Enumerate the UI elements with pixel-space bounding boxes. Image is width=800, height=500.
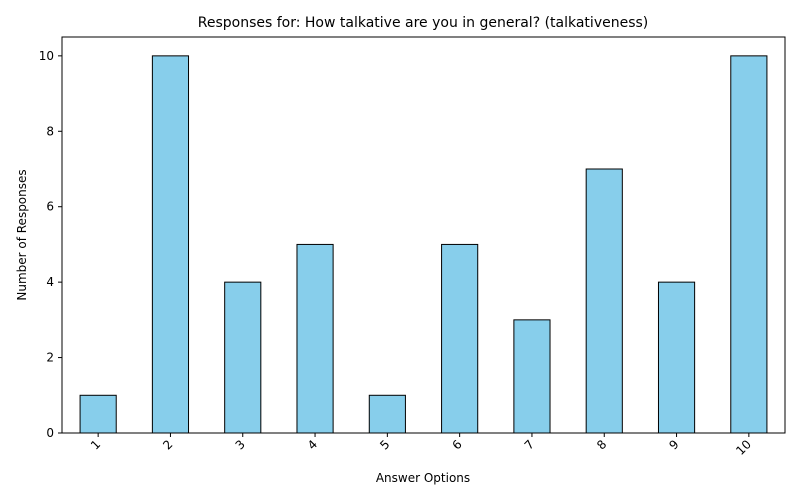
x-tick-label: 8	[594, 437, 609, 452]
bar-6	[441, 243, 479, 434]
plot-frame	[61, 36, 786, 434]
x-axis-label: Answer Options	[376, 471, 470, 485]
x-tick-label: 9	[666, 437, 681, 452]
bar-4	[296, 243, 334, 434]
y-tick-label: 10	[39, 49, 54, 63]
x-tick-label: 3	[233, 437, 248, 452]
bar-7	[513, 319, 551, 434]
x-tick-label: 5	[377, 437, 392, 452]
y-tick-label: 0	[46, 426, 54, 440]
bar-2	[151, 55, 190, 434]
x-tick-label: 7	[522, 437, 537, 452]
x-tick-label: 6	[449, 437, 464, 452]
x-tick-label: 2	[160, 437, 175, 452]
bars	[79, 55, 768, 434]
x-tick-label: 4	[305, 437, 320, 452]
y-tick-label: 4	[46, 275, 54, 289]
bar-9	[657, 281, 696, 434]
x-tick-label: 1	[88, 437, 103, 452]
bar-3	[224, 281, 262, 434]
y-tick-label: 2	[46, 351, 54, 365]
x-tick-label: 10	[733, 437, 754, 458]
bar-10	[730, 55, 768, 434]
chart-title: Responses for: How talkative are you in …	[198, 15, 649, 31]
y-axis-ticks: 0 2 4 6 8 10	[39, 49, 62, 440]
bar-1	[79, 394, 117, 434]
bar-5	[368, 394, 406, 434]
y-tick-label: 8	[46, 124, 54, 138]
y-axis-label: Number of Responses	[15, 169, 29, 300]
bar-8	[585, 168, 623, 434]
y-tick-label: 6	[46, 200, 54, 214]
x-axis-ticks: 1 2 3 4 5 6 7 8 9 10	[88, 433, 754, 458]
